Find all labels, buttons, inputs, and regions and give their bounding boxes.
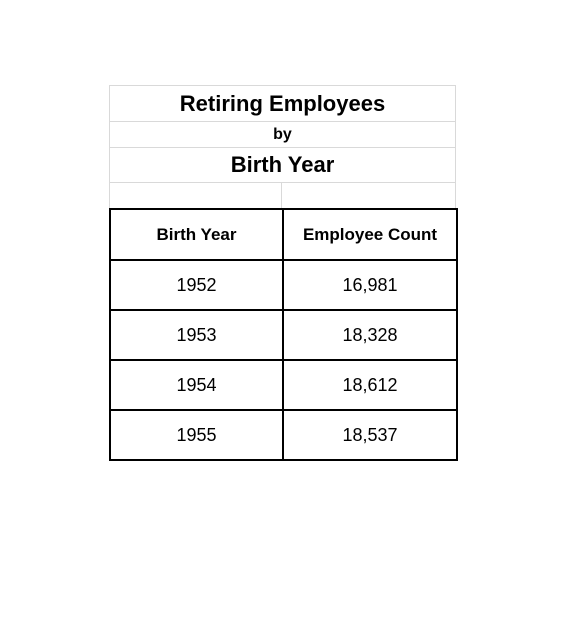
employee-count-cell: 16,981 (282, 259, 458, 311)
birth-year-cell: 1953 (109, 309, 284, 361)
sheet-title: Retiring Employees (109, 85, 456, 121)
data-table: Birth Year Employee Count 1952 16,981 19… (109, 208, 458, 461)
spreadsheet-region: Retiring Employees by Birth Year Birth Y… (109, 85, 458, 461)
employee-count-cell: 18,328 (282, 309, 458, 361)
sheet-title-by: by (109, 121, 456, 147)
column-header-birth-year: Birth Year (109, 208, 284, 261)
employee-count-cell: 18,612 (282, 359, 458, 411)
table-row: 1952 16,981 (109, 259, 458, 311)
sheet-subtitle: Birth Year (109, 147, 456, 182)
birth-year-cell: 1955 (109, 409, 284, 461)
birth-year-cell: 1952 (109, 259, 284, 311)
header-row: Birth Year Employee Count (109, 208, 458, 261)
employee-count-cell: 18,537 (282, 409, 458, 461)
column-header-employee-count: Employee Count (282, 208, 458, 261)
birth-year-cell: 1954 (109, 359, 284, 411)
empty-row (109, 182, 456, 208)
empty-cell (110, 183, 282, 208)
table-row: 1954 18,612 (109, 359, 458, 411)
table-row: 1953 18,328 (109, 309, 458, 361)
table-row: 1955 18,537 (109, 409, 458, 461)
